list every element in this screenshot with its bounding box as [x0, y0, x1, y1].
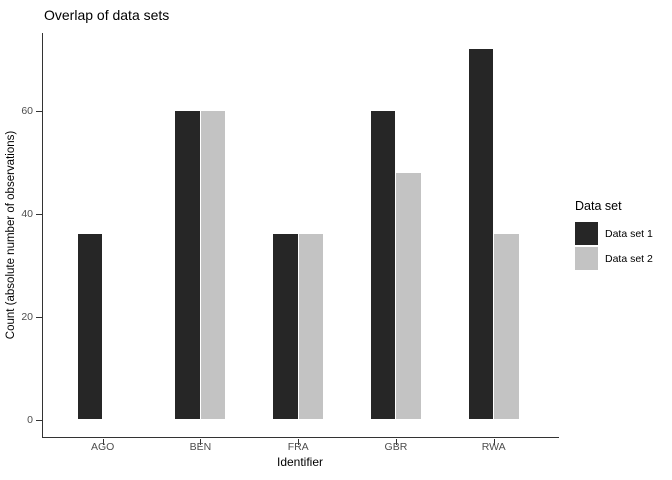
- legend-swatch-dataset1: [575, 222, 598, 245]
- y-tick-label-40: 40: [21, 207, 33, 220]
- bar-fra-data-set-1: [273, 234, 298, 420]
- legend: Data set Data set 1 Data set 2: [575, 199, 653, 272]
- x-tick-label-ago: AGO: [91, 441, 115, 453]
- plot-panel: 0 20 40 60 AGO BEN FRA GBR RWA: [21, 33, 559, 453]
- y-tick-label-20: 20: [21, 310, 33, 323]
- x-axis-title: Identifier: [276, 455, 324, 469]
- bar-fra-data-set-2: [298, 234, 324, 420]
- x-tick-label-ben: BEN: [189, 441, 212, 453]
- y-tick-mark-40: [35, 213, 42, 215]
- x-tick-label-fra: FRA: [287, 441, 309, 453]
- y-tick-mark-20: [35, 316, 42, 318]
- bar-gbr-data-set-1: [370, 110, 396, 420]
- bar-ben-data-set-1: [175, 110, 200, 420]
- y-tick-label-0: 0: [27, 413, 33, 426]
- legend-item-dataset2: Data set 2: [575, 247, 653, 270]
- x-tick-mark-ago: [102, 438, 104, 445]
- y-tick-mark-0: [35, 419, 42, 421]
- x-tick-label-rwa: RWA: [481, 441, 506, 453]
- bar-ben-data-set-2: [200, 110, 226, 420]
- bar-gbr-data-set-2: [396, 172, 421, 420]
- legend-label-dataset2: Data set 2: [605, 252, 653, 265]
- chart-title: Overlap of data sets: [44, 7, 170, 23]
- y-axis-title: Count (absolute number of observations): [5, 130, 17, 340]
- x-tick-mark-ben: [200, 438, 202, 445]
- legend-title: Data set: [575, 199, 622, 213]
- bar-rwa-data-set-1: [468, 49, 494, 420]
- legend-swatch-dataset2: [575, 247, 598, 270]
- x-tick-mark-fra: [298, 438, 300, 445]
- y-tick-label-60: 60: [21, 104, 33, 117]
- y-tick-mark-60: [35, 110, 42, 112]
- bar-rwa-data-set-2: [494, 234, 519, 420]
- x-tick-mark-rwa: [493, 438, 495, 445]
- x-tick-label-gbr: GBR: [384, 441, 408, 453]
- x-tick-mark-gbr: [395, 438, 397, 445]
- bar-ago-data-set-1: [77, 234, 103, 420]
- legend-label-dataset1: Data set 1: [605, 227, 653, 240]
- legend-item-dataset1: Data set 1: [575, 222, 653, 245]
